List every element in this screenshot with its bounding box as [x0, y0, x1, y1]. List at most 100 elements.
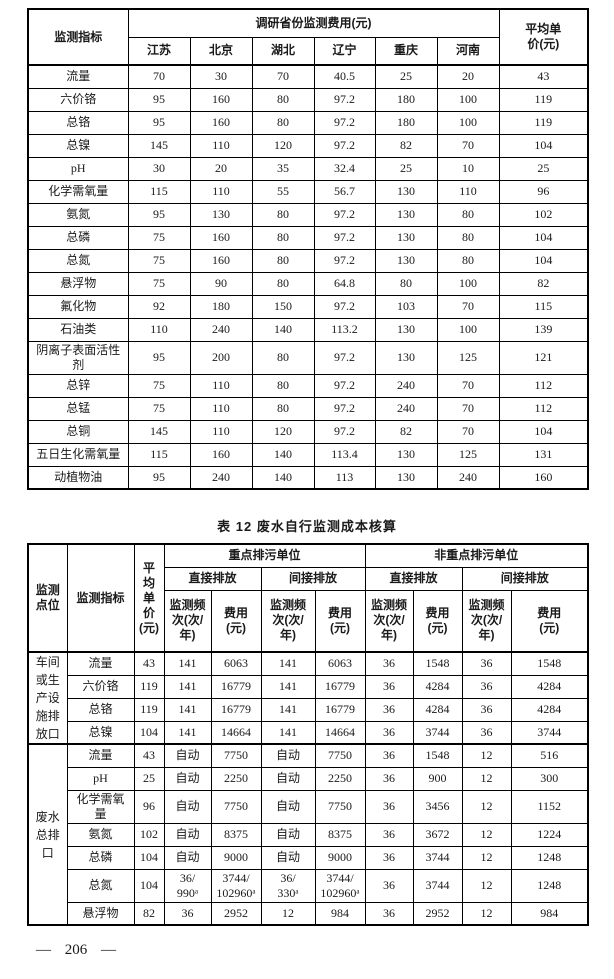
value-cell: 115: [127, 442, 191, 467]
table-row: 总铬 95 160 80 97.2 180 100 119: [27, 110, 589, 135]
value-cell: 240: [374, 373, 438, 398]
indicator-cell: 六价铬: [27, 87, 129, 112]
table-row: 化学需氧量 96 自动 7750 自动 7750 36 3456 12 1152: [28, 789, 589, 824]
table-row: 石油类 110 240 140 113.2 130 100 139: [27, 317, 589, 342]
value-cell: 95: [127, 202, 191, 227]
table-row: pH 25 自动 2250 自动 2250 36 900 12 300: [28, 766, 589, 791]
value-cell: 141: [163, 720, 212, 745]
value-cell: 12: [260, 901, 316, 926]
value-cell: 131: [498, 442, 589, 467]
value-cell: 36: [364, 743, 414, 768]
value-cell: 110: [189, 179, 253, 204]
value-cell: 140: [251, 465, 315, 490]
indicator-cell: pH: [66, 766, 135, 791]
avg-price-cell: 82: [133, 901, 165, 926]
value-cell: 130: [374, 179, 438, 204]
value-cell: 97.2: [313, 248, 376, 273]
header-row: 监测指标 调研省份监测费用(元) 平均单 价(元): [27, 8, 589, 66]
value-cell: 141: [163, 674, 212, 699]
value-cell: 130: [374, 317, 438, 342]
value-cell: 7750: [210, 789, 262, 824]
value-cell: 1548: [412, 743, 463, 768]
value-cell: 1248: [510, 845, 589, 870]
indicator-cell: 流量: [66, 743, 135, 768]
value-cell: 97.2: [313, 110, 376, 135]
table2-title: 表 12 废水自行监测成本核算: [217, 519, 397, 534]
province-header-henan: 河南: [436, 36, 500, 66]
indicator-cell: 氨氮: [66, 822, 135, 847]
indicator-cell: 总氮: [66, 868, 135, 903]
value-cell: 64.8: [313, 271, 376, 296]
table-row: 悬浮物 82 36 2952 12 984 36 2952 12 984: [28, 901, 589, 926]
indicator-cell: 化学需氧量: [27, 179, 129, 204]
value-cell: 75: [127, 396, 191, 421]
value-cell: 自动: [260, 743, 316, 768]
value-cell: 80: [251, 225, 315, 250]
value-cell: 80: [251, 340, 315, 375]
table-row: 总磷 75 160 80 97.2 130 80 104: [27, 225, 589, 250]
value-cell: 97.2: [313, 396, 376, 421]
value-cell: 12: [461, 901, 512, 926]
indicator-cell: 氟化物: [27, 294, 129, 319]
value-cell: 141: [260, 697, 316, 722]
value-cell: 80: [436, 202, 500, 227]
value-cell: 160: [189, 225, 253, 250]
indicator-cell: 五日生化需氧量: [27, 442, 129, 467]
value-cell: 141: [163, 697, 212, 722]
avg-price-cell: 25: [133, 766, 165, 791]
avg-price-cell: 96: [133, 789, 165, 824]
table-row: 氟化物 92 180 150 97.2 103 70 115: [27, 294, 589, 319]
value-cell: 130: [374, 225, 438, 250]
table-row: 总氮 75 160 80 97.2 130 80 104: [27, 248, 589, 273]
value-cell: 自动: [163, 743, 212, 768]
value-cell: 119: [498, 87, 589, 112]
value-cell: 180: [374, 110, 438, 135]
value-cell: 1548: [412, 651, 463, 676]
indicator-cell: 阴离子表面活性剂: [27, 340, 129, 375]
value-cell: 6063: [210, 651, 262, 676]
value-cell: 141: [260, 651, 316, 676]
header-row: 江苏 北京 湖北 辽宁 重庆 河南: [28, 36, 588, 66]
avg-price-cell: 104: [133, 868, 165, 903]
value-cell: 16779: [314, 674, 366, 699]
value-cell: 140: [251, 442, 315, 467]
province-header-jiangsu: 江苏: [127, 36, 191, 66]
table-row: 化学需氧量 115 110 55 56.7 130 110 96: [27, 179, 589, 204]
value-cell: 36: [461, 720, 512, 745]
table-row: 阴离子表面活性剂 95 200 80 97.2 130 125 121: [27, 340, 589, 375]
value-cell: 36: [364, 674, 414, 699]
value-cell: 7750: [314, 789, 366, 824]
value-cell: 32.4: [313, 156, 376, 181]
cost-header: 费用 (元): [510, 589, 589, 653]
indicator-cell: 总镍: [66, 720, 135, 745]
value-cell: 82: [498, 271, 589, 296]
value-cell: 2952: [210, 901, 262, 926]
value-cell: 36: [364, 901, 414, 926]
value-cell: 4284: [510, 697, 589, 722]
value-cell: 160: [189, 442, 253, 467]
value-cell: 104: [498, 225, 589, 250]
table-row: 动植物油 95 240 140 113 130 240 160: [27, 465, 589, 490]
value-cell: 12: [461, 822, 512, 847]
indicator-cell: 化学需氧量: [66, 789, 135, 824]
value-cell: 80: [251, 396, 315, 421]
value-cell: 自动: [163, 822, 212, 847]
table-row: 废水 总排 口流量 43 自动 7750 自动 7750 36 1548 12 516: [27, 743, 589, 926]
value-cell: 120: [251, 133, 315, 158]
province-cost-table: 监测指标 调研省份监测费用(元) 平均单 价(元) 江苏 北京 湖北 辽宁 重庆…: [27, 8, 590, 490]
value-cell: 25: [374, 156, 438, 181]
value-cell: 自动: [163, 766, 212, 791]
province-header-chongqing: 重庆: [374, 36, 438, 66]
value-cell: 104: [498, 248, 589, 273]
value-cell: 96: [498, 179, 589, 204]
value-cell: 240: [189, 465, 253, 490]
value-cell: 36: [163, 901, 212, 926]
table-row: 总氮 104 36/ 990ᵃ 3744/ 102960ᵃ 36/ 330ᵃ 3744/ …: [28, 868, 589, 903]
value-cell: 70: [436, 294, 500, 319]
province-header-beijing: 北京: [189, 36, 253, 66]
value-cell: 36: [461, 697, 512, 722]
value-cell: 97.2: [313, 340, 376, 375]
indicator-column-header: 监测指标: [66, 543, 135, 653]
value-cell: 4284: [412, 697, 463, 722]
value-cell: 3744: [412, 720, 463, 745]
